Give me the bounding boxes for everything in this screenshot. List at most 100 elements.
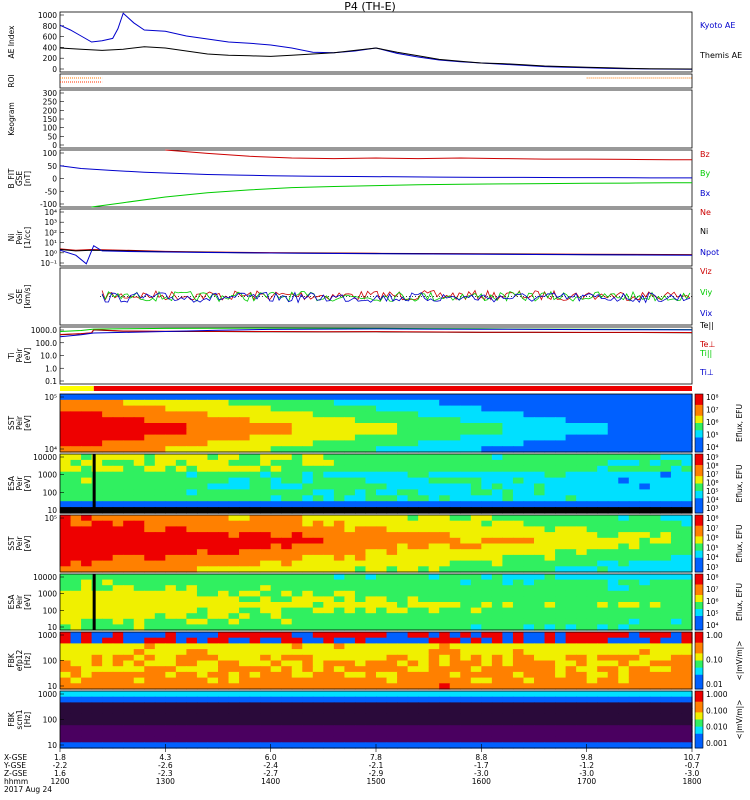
heatmap-cell [281,666,293,673]
y-tick-label: 100 [43,488,58,497]
heatmap-cell [228,702,240,709]
heatmap-cell [323,507,335,514]
heatmap-cell [154,483,166,490]
heatmap-cell [165,446,177,453]
heatmap-cell [597,691,609,698]
heatmap-cell [144,579,156,586]
heatmap-cell [354,428,367,436]
heatmap-cell [586,654,598,662]
y-axis-label: Peir [15,594,24,609]
colorbar-swatch [695,498,703,503]
heatmap-cell [491,515,503,522]
heatmap-cell [196,428,209,436]
heatmap-cell [618,423,630,430]
heatmap-cell [628,526,640,533]
heatmap-cell [365,607,377,614]
y-tick-label: -100 [40,200,57,209]
heatmap-cell [576,660,588,667]
heatmap-cell [607,649,619,656]
heatmap-cell [639,549,651,556]
heatmap-cell [502,411,514,418]
heatmap-cell [228,649,240,656]
heatmap-cell [428,428,440,436]
heatmap-cell [196,465,209,473]
heatmap-cell [597,649,609,656]
heatmap-cell [418,543,430,550]
heatmap-cell [123,417,135,424]
heatmap-cell [376,677,388,684]
heatmap-cell [70,428,82,436]
heatmap-cell [512,602,525,609]
heatmap-cell [544,428,556,436]
heatmap-cell [502,702,514,709]
heatmap-cell [544,654,556,662]
heatmap-cell [397,613,409,620]
heatmap-cell [249,465,261,473]
heatmap-cell [70,532,82,539]
heatmap-cell [544,736,556,743]
heatmap-cell [91,454,103,461]
heatmap-cell [597,459,609,467]
heatmap-cell [491,543,503,550]
heatmap-cell [670,708,683,715]
heatmap-cell [607,434,619,441]
heatmap-cell [597,677,609,684]
heatmap-cell [112,702,124,709]
heatmap-cell [133,677,145,684]
heatmap-cell [81,742,93,749]
heatmap-cell [70,596,82,603]
heatmap-cell [576,708,588,715]
y-tick-label: 600 [43,33,58,42]
heatmap-cell [249,566,261,573]
heatmap-cell [660,691,672,698]
heatmap-cell [312,507,324,514]
colorbar-swatch [695,461,703,466]
heatmap-cell [239,708,251,715]
heatmap-cell [428,566,440,573]
heatmap-cell [218,624,230,631]
heatmap-cell [196,677,209,684]
heatmap-cell [449,532,461,539]
y-tick-label: 800 [43,22,58,31]
heatmap-cell [249,489,261,496]
heatmap-cell [60,660,72,667]
heatmap-cell [565,515,577,522]
heatmap-cell [597,465,609,473]
heatmap-cell [618,537,630,545]
heatmap-cell [660,532,672,539]
heatmap-cell [502,428,514,436]
colorbar-tick-label: 10⁷ [706,585,719,594]
heatmap-cell [323,719,335,726]
heatmap-cell [123,602,135,609]
heatmap-cell [112,507,124,514]
heatmap-cell [291,596,303,603]
heatmap-cell [618,566,630,573]
heatmap-cell [407,654,419,662]
heatmap-cell [302,649,314,656]
heatmap-cell [618,607,630,614]
heatmap-cell [628,654,640,662]
heatmap-cell [576,736,588,743]
heatmap-cell [354,742,367,749]
heatmap-cell [154,725,166,732]
heatmap-cell [81,613,93,620]
heatmap-cell [607,708,619,715]
heatmap-cell [502,607,514,614]
heatmap-cell [323,613,335,620]
heatmap-cell [175,446,187,453]
heatmap-cell [470,671,482,679]
heatmap-cell [218,713,230,721]
heatmap-cell [291,423,303,430]
heatmap-cell [491,736,503,743]
x-axis-row-label: Z-GSE [4,769,28,778]
heatmap-cell [534,549,546,556]
heatmap-cell [144,405,156,412]
heatmap-cell [81,579,93,586]
heatmap-cell [218,549,230,556]
heatmap-cell [207,423,219,430]
heatmap-cell [523,399,535,407]
heatmap-cell [323,495,335,502]
heatmap-cell [196,590,209,597]
heatmap-cell [597,434,609,441]
heatmap-cell [144,566,156,573]
